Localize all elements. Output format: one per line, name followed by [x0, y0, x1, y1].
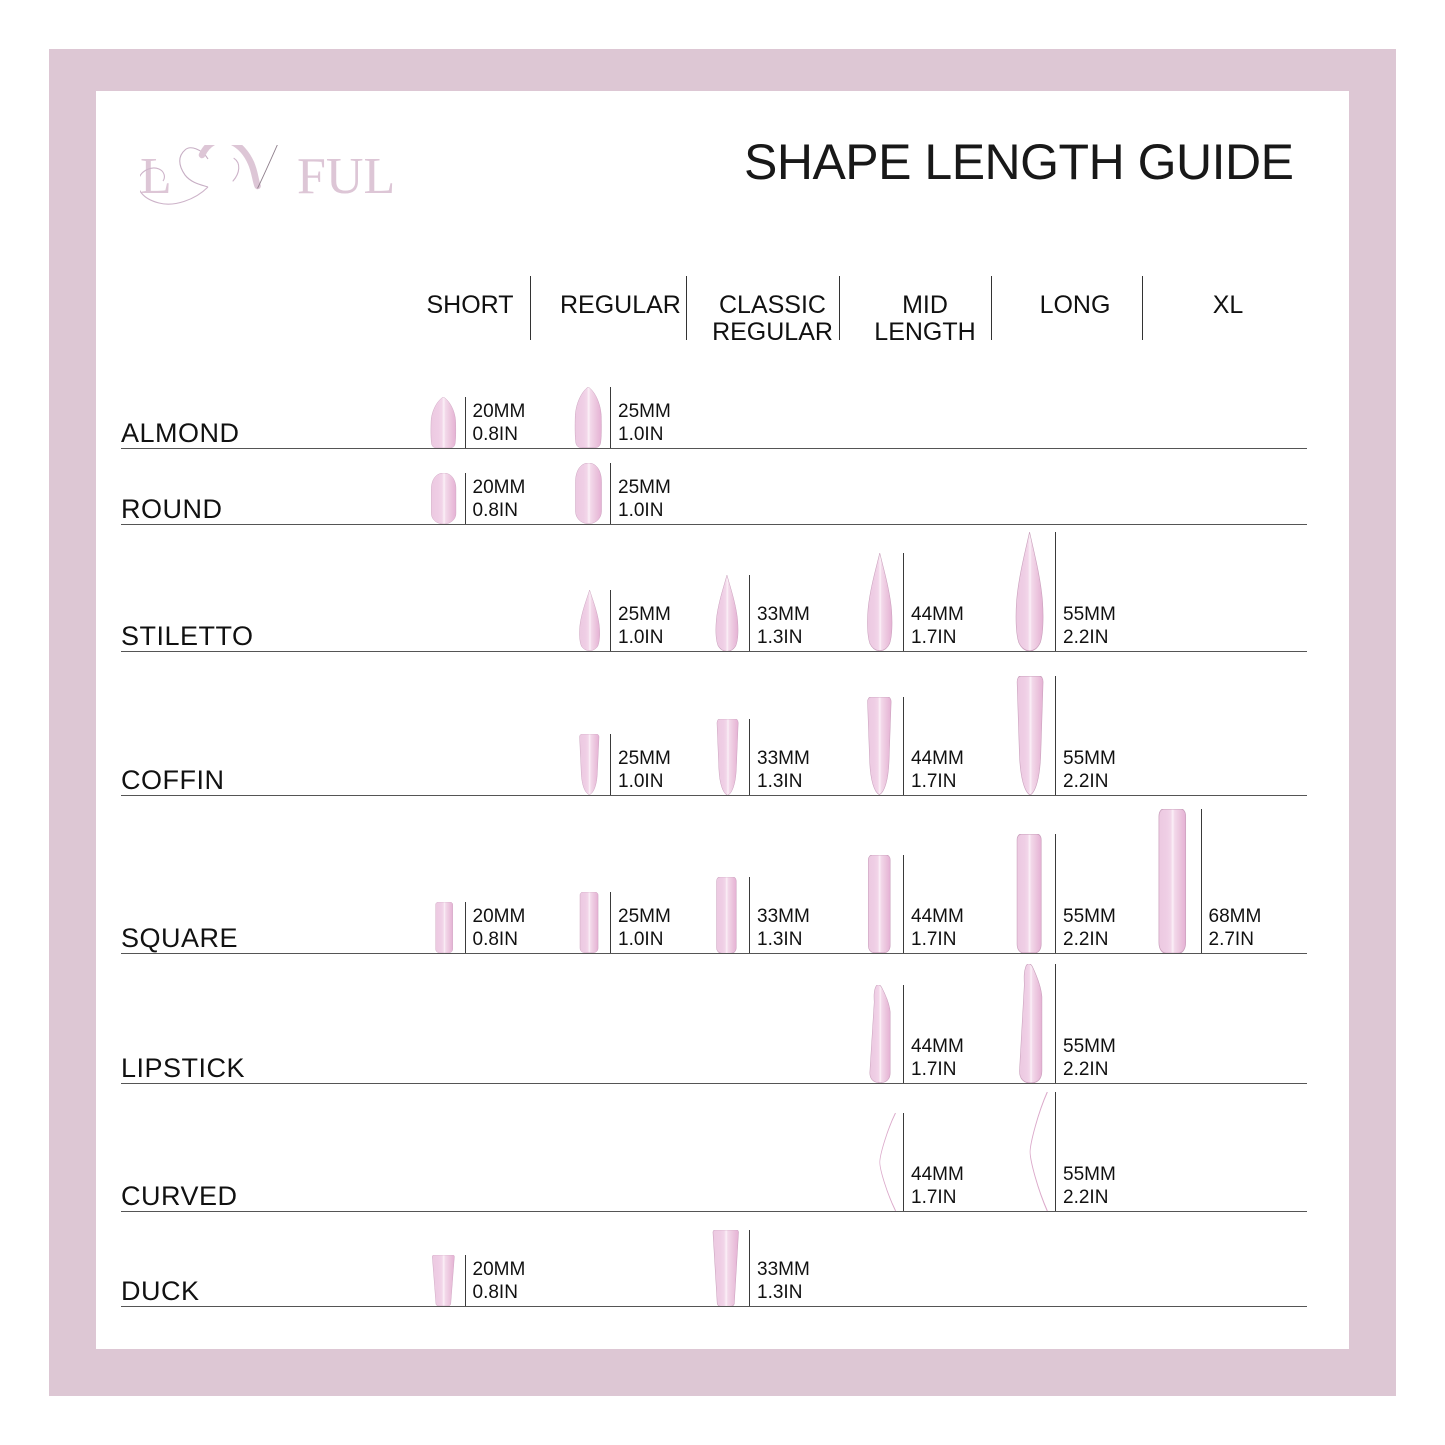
svg-text:FUL: FUL [297, 148, 395, 205]
